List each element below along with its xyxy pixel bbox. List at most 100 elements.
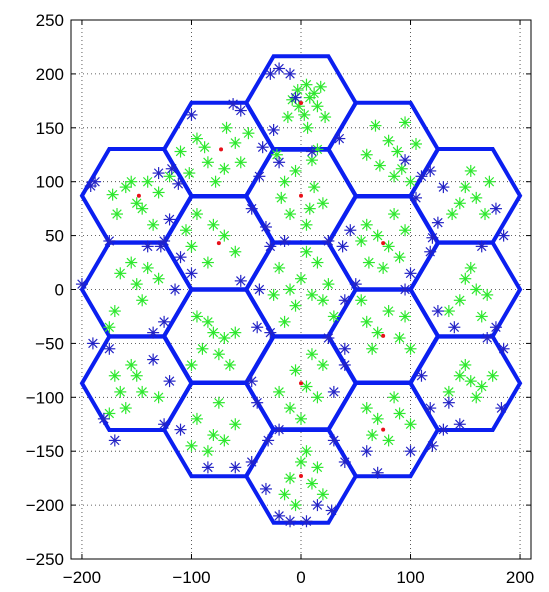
asterisk-point (207, 326, 220, 339)
asterisk-point (264, 326, 277, 339)
asterisk-point (281, 111, 294, 124)
asterisk-point (415, 369, 428, 382)
asterisk-point (300, 78, 313, 91)
asterisk-point (360, 148, 373, 161)
asterisk-point (284, 472, 297, 485)
asterisk-point (86, 337, 99, 350)
asterisk-point (174, 423, 187, 436)
asterisk-point (198, 141, 211, 154)
asterisk-point (201, 461, 214, 474)
asterisk-point (284, 283, 297, 296)
asterisk-point (369, 119, 382, 132)
asterisk-point (391, 145, 404, 158)
asterisk-point (311, 100, 324, 113)
asterisk-point (242, 127, 255, 140)
asterisk-point (158, 418, 171, 431)
asterisk-point (152, 186, 165, 199)
asterisk-point (360, 218, 373, 231)
asterisk-point (437, 181, 450, 194)
asterisk-point (301, 121, 314, 134)
asterisk-point (442, 396, 455, 409)
asterisk-point (259, 220, 272, 233)
asterisk-point (141, 175, 154, 188)
asterisk-point (399, 154, 412, 167)
asterisk-point (305, 348, 318, 361)
asterisk-point (108, 369, 121, 382)
asterisk-point (338, 294, 351, 307)
asterisk-point (404, 342, 417, 355)
asterisk-point (264, 240, 277, 253)
asterisk-point (190, 132, 203, 145)
asterisk-point (481, 288, 494, 301)
asterisk-point (141, 240, 154, 253)
asterisk-point (273, 385, 286, 398)
asterisk-point (169, 283, 182, 296)
y-tick-label: −150 (26, 442, 64, 461)
y-tick-label: 0 (55, 281, 64, 300)
asterisk-point (366, 429, 379, 442)
asterisk-point (479, 208, 491, 221)
asterisk-point (431, 216, 444, 229)
asterisk-point (300, 515, 313, 528)
asterisk-point (382, 305, 395, 318)
asterisk-point (305, 145, 318, 158)
asterisk-point (311, 461, 324, 474)
asterisk-point (185, 267, 198, 280)
asterisk-point (399, 283, 412, 296)
asterisk-point (190, 208, 203, 221)
x-tick-label: 100 (396, 568, 424, 587)
asterisk-point (264, 67, 277, 80)
asterisk-point (201, 315, 214, 328)
asterisk-point (125, 256, 138, 269)
asterisk-point (172, 177, 185, 190)
asterisk-point (273, 261, 286, 274)
center-dot (299, 381, 303, 386)
asterisk-point (273, 509, 286, 522)
asterisk-point (404, 267, 417, 280)
asterisk-point (308, 181, 321, 194)
asterisk-point (314, 80, 327, 93)
asterisk-point (311, 499, 324, 512)
asterisk-point (459, 272, 472, 285)
asterisk-point (108, 434, 121, 447)
asterisk-point (174, 145, 187, 158)
asterisk-point (245, 455, 258, 468)
asterisk-point (475, 380, 488, 393)
asterisk-point (495, 402, 508, 415)
asterisk-point (229, 418, 242, 431)
asterisk-point (475, 310, 488, 323)
asterisk-point (218, 332, 231, 345)
asterisk-point (253, 283, 266, 296)
asterisk-point (415, 170, 428, 183)
asterisk-point (295, 272, 307, 285)
asterisk-point (227, 98, 240, 111)
asterisk-point (319, 111, 332, 124)
asterisk-point (464, 261, 477, 274)
asterisk-point (234, 156, 247, 169)
asterisk-point (141, 261, 154, 274)
asterisk-point (311, 143, 324, 156)
center-dot (381, 241, 386, 246)
asterisk-point (426, 231, 439, 244)
asterisk-point (286, 93, 299, 106)
asterisk-point (218, 434, 231, 447)
asterisk-point (371, 466, 384, 479)
asterisk-point (267, 123, 280, 136)
asterisk-point (404, 175, 417, 188)
asterisk-point (431, 305, 444, 318)
asterisk-point (245, 375, 258, 388)
asterisk-point (338, 342, 351, 355)
asterisk-point (300, 380, 313, 393)
asterisk-point (196, 342, 209, 355)
asterisk-point (327, 385, 340, 398)
asterisk-point (165, 162, 178, 175)
center-dot (299, 193, 303, 198)
asterisk-point (393, 251, 406, 264)
asterisk-point (366, 342, 379, 355)
y-tick-label: −200 (26, 496, 64, 515)
asterisk-point (446, 208, 459, 221)
asterisk-point (163, 213, 176, 226)
asterisk-point (234, 274, 247, 287)
asterisk-point (489, 202, 502, 215)
asterisk-point (305, 477, 318, 490)
